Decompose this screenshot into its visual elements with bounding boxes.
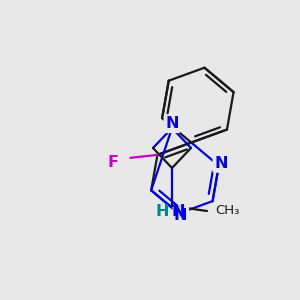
Text: CH₃: CH₃ xyxy=(215,205,239,218)
Text: H: H xyxy=(155,205,169,220)
Text: N: N xyxy=(174,208,188,223)
Text: N: N xyxy=(171,205,185,220)
Text: N: N xyxy=(214,156,228,171)
Text: N: N xyxy=(165,116,179,131)
Text: F: F xyxy=(107,155,118,170)
